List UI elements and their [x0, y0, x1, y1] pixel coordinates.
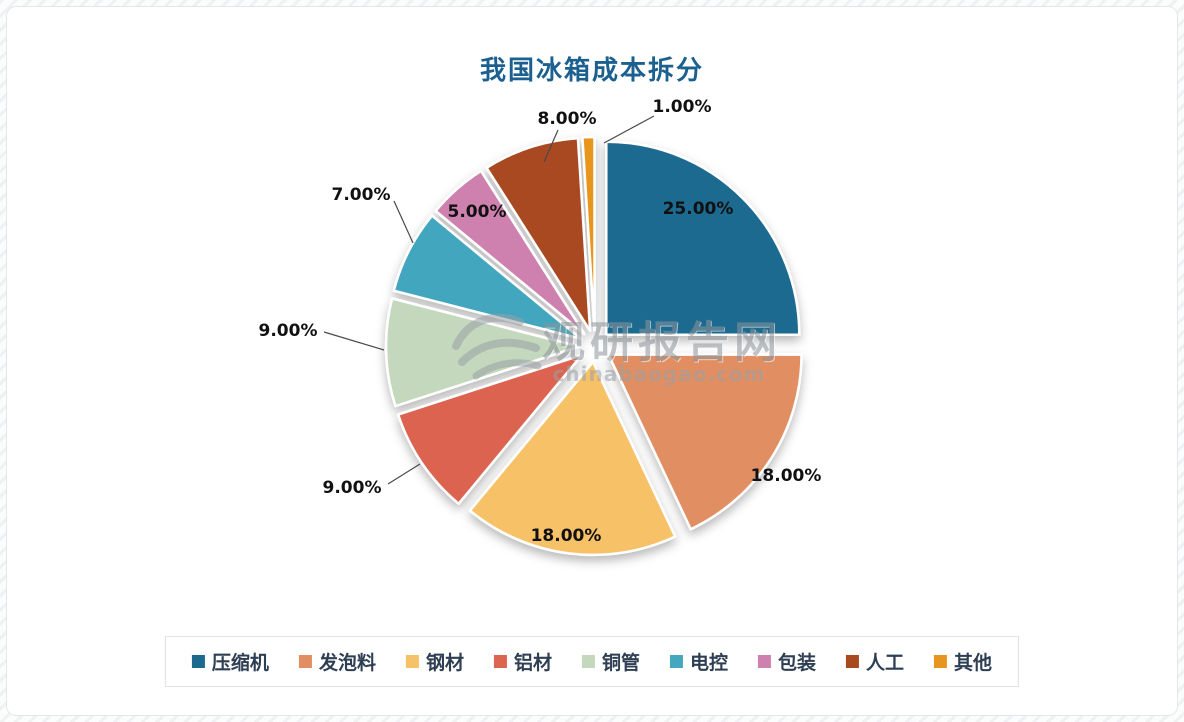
legend-item-发泡料: 发泡料 — [298, 648, 376, 675]
legend-label: 铜管 — [601, 652, 641, 674]
legend-swatch-icon — [758, 655, 772, 668]
legend-swatch-icon — [405, 655, 419, 668]
pie-slice-电控 — [392, 214, 582, 340]
legend-item-铝材: 铝材 — [493, 648, 552, 675]
pie-slice-发泡料 — [607, 353, 803, 531]
leader-line-其他 — [603, 115, 655, 144]
slice-label-其他: 1.00% — [653, 97, 712, 117]
pie-labels: 25.00% 18.00% 18.00% 9.00% 9.00% 7.00% 5.00% 8.… — [259, 97, 822, 546]
legend-item-电控: 电控 — [670, 648, 728, 675]
slice-label-钢材: 18.00% — [531, 526, 602, 546]
slice-label-压缩机: 25.00% — [663, 199, 734, 219]
slice-label-电控: 7.00% — [332, 185, 391, 205]
pie-slice-包装 — [434, 169, 586, 336]
pie-slice-钢材 — [468, 360, 677, 557]
legend-label: 人工 — [866, 652, 905, 674]
legend-item-钢材: 钢材 — [405, 648, 464, 675]
legend-label: 其他 — [954, 652, 993, 674]
leader-line-铝材 — [387, 463, 421, 485]
legend-label: 压缩机 — [211, 652, 269, 674]
leader-line-铜管 — [323, 331, 385, 351]
legend-swatch-icon — [934, 655, 948, 668]
legend-item-包装: 包装 — [758, 648, 816, 675]
chart-title: 我国冰箱成本拆分 — [479, 56, 704, 86]
legend-swatch-icon — [191, 655, 205, 668]
legend-swatch-icon — [298, 655, 312, 668]
pie-slice-其他 — [581, 135, 596, 332]
pie-slice-压缩机 — [605, 140, 801, 336]
legend-item-铜管: 铜管 — [581, 648, 641, 675]
legend-item-压缩机: 压缩机 — [191, 648, 269, 675]
leader-line-人工 — [543, 129, 559, 163]
chart-card — [6, 6, 1178, 716]
legend-label: 包装 — [778, 652, 817, 674]
slice-label-包装: 5.00% — [448, 202, 507, 222]
legend-label: 电控 — [690, 652, 729, 674]
pie-slices — [384, 135, 803, 557]
legend: 压缩机 发泡料 钢材 铝材 铜管 电控 包装 人工 其他 — [164, 636, 1020, 687]
legend-swatch-icon — [581, 655, 595, 668]
slice-label-发泡料: 18.00% — [751, 466, 822, 486]
legend-swatch-icon — [670, 655, 684, 668]
legend-item-人工: 人工 — [846, 648, 904, 675]
legend-item-其他: 其他 — [934, 648, 992, 675]
slice-label-人工: 8.00% — [538, 109, 597, 129]
slice-label-铝材: 9.00% — [323, 478, 382, 498]
pie-slice-人工 — [485, 136, 592, 333]
legend-label: 发泡料 — [318, 652, 376, 674]
legend-label: 铝材 — [513, 652, 552, 674]
pie-slice-铝材 — [396, 353, 584, 505]
slice-label-铜管: 9.00% — [259, 321, 318, 341]
legend-label: 钢材 — [425, 652, 464, 674]
legend-swatch-icon — [493, 655, 507, 668]
leader-line-电控 — [393, 200, 414, 244]
legend-swatch-icon — [846, 655, 860, 668]
